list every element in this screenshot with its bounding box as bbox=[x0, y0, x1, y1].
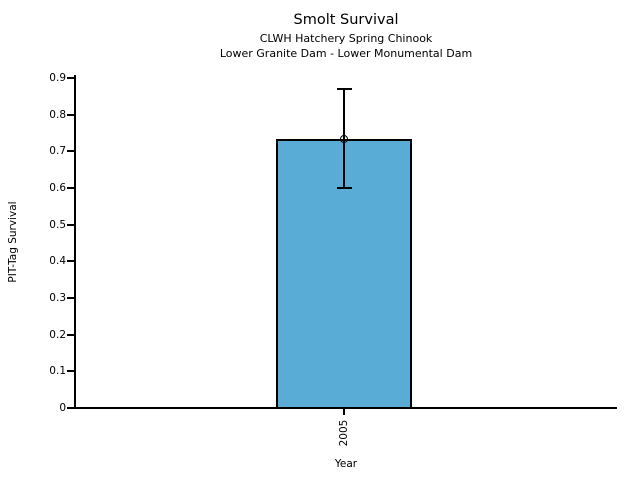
x-axis-label: Year bbox=[334, 458, 358, 470]
y-tick bbox=[67, 260, 74, 263]
y-tick-label: 0.1 bbox=[49, 365, 66, 378]
y-tick-label: 0.9 bbox=[49, 72, 66, 84]
y-tick bbox=[67, 113, 74, 116]
y-tick bbox=[67, 187, 74, 189]
y-tick bbox=[67, 407, 74, 409]
y-axis-label: PIT-Tag Survival bbox=[7, 201, 19, 283]
chart-subtitle-line2: Lower Granite Dam - Lower Monumental Dam bbox=[219, 47, 473, 60]
data-point-marker-icon bbox=[340, 134, 348, 143]
y-tick bbox=[67, 150, 74, 153]
y-tick bbox=[67, 77, 74, 79]
y-tick-label: 0.4 bbox=[49, 255, 66, 268]
y-tick-label: 0.6 bbox=[49, 182, 66, 194]
x-tick-2005 bbox=[343, 409, 345, 415]
y-tick bbox=[67, 333, 74, 336]
y-tick bbox=[67, 370, 74, 373]
y-tick-label: 0.7 bbox=[49, 145, 66, 158]
chart-title: Smolt Survival bbox=[293, 12, 399, 28]
y-axis-line bbox=[74, 75, 76, 409]
y-tick-label: 0.5 bbox=[49, 218, 66, 231]
y-tick-label: 0.3 bbox=[49, 292, 66, 304]
y-tick-label: 0.2 bbox=[49, 328, 66, 341]
y-tick bbox=[67, 223, 74, 226]
error-bar-top-cap bbox=[336, 88, 352, 90]
x-tick-label-2005: 2005 bbox=[338, 419, 350, 447]
y-tick-label: 0.8 bbox=[49, 108, 66, 121]
y-tick-label: 0 bbox=[59, 402, 66, 414]
chart-subtitle-line1: CLWH Hatchery Spring Chinook bbox=[259, 32, 433, 45]
y-tick bbox=[67, 297, 74, 299]
error-bar-bottom-cap bbox=[336, 187, 352, 189]
